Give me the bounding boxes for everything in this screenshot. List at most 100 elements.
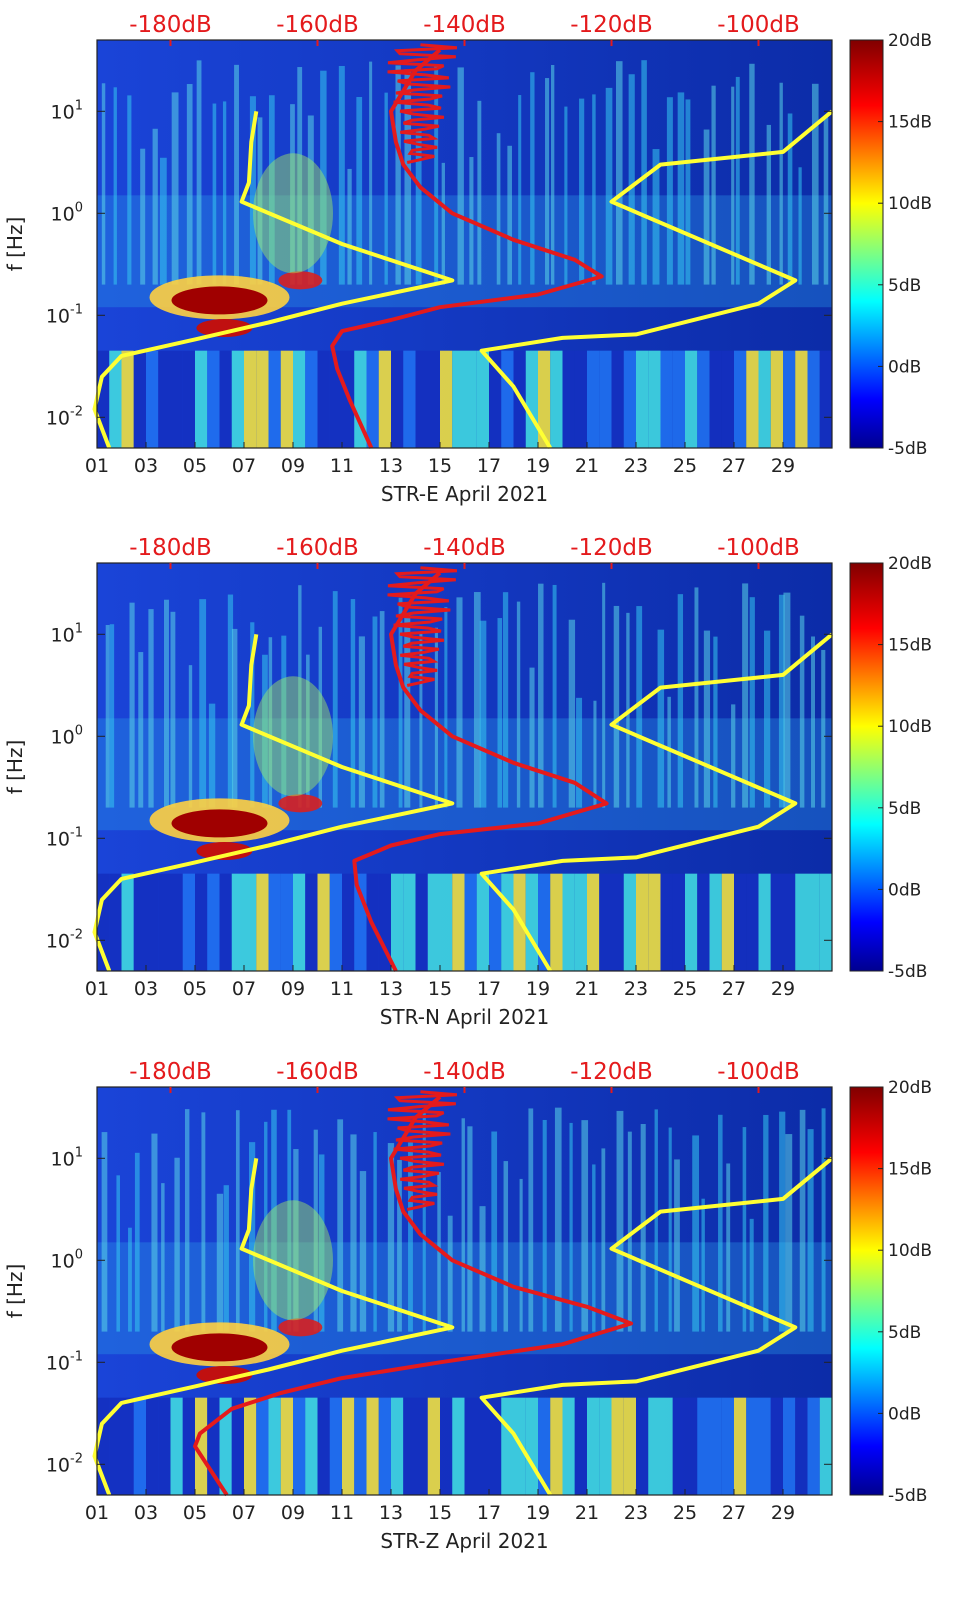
spectrogram-streak	[503, 1161, 509, 1332]
colorbar-label: 10dB	[888, 1241, 932, 1261]
colorbar-label: 0dB	[888, 1404, 921, 1424]
spectrogram-streak	[369, 61, 373, 285]
spectrogram-streak	[397, 1159, 402, 1332]
colorbar-label: -5dB	[888, 439, 927, 459]
spectrogram-streak	[519, 1178, 523, 1332]
lowfreq-bar	[317, 350, 330, 448]
lowfreq-bar	[501, 350, 514, 448]
lowfreq-bar	[819, 350, 832, 448]
lowfreq-bar	[525, 1397, 538, 1495]
spectrogram-streak	[101, 83, 106, 285]
lowfreq-bar	[783, 1397, 796, 1495]
x-tick-label: 19	[526, 1502, 550, 1524]
x-tick-label: 17	[477, 455, 501, 477]
spectrogram-streak	[692, 1135, 700, 1332]
lowfreq-bar	[317, 873, 330, 971]
spectrogram-streak	[507, 145, 512, 285]
top-axis-db-label: -140dB	[423, 1059, 506, 1085]
spectrogram-streak	[456, 597, 463, 808]
spectrogram-streak	[627, 1131, 632, 1332]
lowfreq-bar	[501, 1397, 514, 1495]
spectrogram-streak	[718, 1114, 723, 1332]
lowfreq-bar	[660, 873, 673, 971]
spectrogram-streak	[477, 100, 482, 285]
lowfreq-bar	[783, 873, 796, 971]
y-axis-label: f [Hz]	[3, 740, 27, 795]
spectrogram-streak	[404, 614, 411, 808]
spectrogram-streak	[234, 64, 239, 285]
x-tick-label: 13	[379, 978, 403, 1000]
lowfreq-bar	[574, 1397, 587, 1495]
spectrogram-streak	[516, 601, 521, 808]
lowfreq-bar	[636, 350, 649, 448]
spectrogram-streak	[749, 63, 755, 285]
lowfreq-bar	[121, 1397, 134, 1495]
spectrogram-streak	[726, 1163, 731, 1332]
spectrogram-streak	[564, 106, 568, 285]
spectrogram-streak	[415, 129, 422, 285]
lowfreq-bar	[415, 350, 428, 448]
spectrogram-streak	[467, 1126, 473, 1332]
lowfreq-bar	[415, 1397, 428, 1495]
spectrogram-streak	[398, 597, 403, 808]
lowfreq-bar	[256, 1397, 269, 1495]
lowfreq-bar	[550, 1397, 563, 1495]
y-tick-label: 10-1	[46, 302, 83, 327]
lowfreq-bar	[611, 873, 624, 971]
series-yellow-left	[92, 633, 455, 972]
lowfreq-bar	[109, 1397, 122, 1495]
spectrogram-streak	[811, 83, 819, 285]
spectrogram-streak	[199, 599, 207, 808]
x-tick-label: 13	[379, 1502, 403, 1524]
spectrogram-streak	[731, 704, 736, 808]
y-axis-label: f [Hz]	[3, 1264, 27, 1319]
lowfreq-bar	[403, 873, 416, 971]
lowfreq-bar	[378, 350, 391, 448]
spectrogram-streak	[128, 1227, 132, 1332]
lowfreq-bar	[758, 873, 771, 971]
y-tick-label: 10-1	[46, 825, 83, 850]
spectrogram-streak	[641, 60, 647, 285]
panel-3: 01 03 05 07 09 11 13 15 17 19 21 23 25 27 29 10-2 10-1 10…	[3, 1059, 932, 1553]
lowfreq-bar	[158, 873, 171, 971]
lowfreq-bar	[305, 873, 318, 971]
spectrogram-streak	[248, 1142, 256, 1332]
spectrogram-streak	[666, 97, 673, 285]
lowfreq-bar	[207, 873, 220, 971]
spectrogram-streak	[821, 1108, 826, 1332]
lowfreq-bar	[734, 350, 747, 448]
lowfreq-bar	[819, 873, 832, 971]
colorbar-label: -5dB	[888, 1486, 927, 1506]
spectrogram-streak	[764, 630, 771, 808]
lowfreq-bar	[391, 350, 404, 448]
spectrogram-streak	[552, 584, 557, 808]
lowfreq-bar	[231, 350, 244, 448]
spectrogram-streak	[703, 630, 711, 808]
storm-blob-secondary	[196, 842, 253, 861]
x-tick-label: 19	[526, 455, 550, 477]
lowfreq-bar	[133, 873, 146, 971]
spectrogram-streak	[652, 149, 660, 285]
x-tick-label: 29	[771, 978, 795, 1000]
x-tick-label: 05	[183, 455, 207, 477]
x-tick-label: 27	[722, 978, 746, 1000]
spectrogram-streak	[113, 87, 117, 285]
spectrogram-streak	[208, 703, 216, 808]
y-tick-label: 10-2	[46, 927, 83, 952]
spectrogram-streak	[148, 609, 154, 808]
spectrogram-streak	[785, 1134, 793, 1332]
spectrogram-streak	[372, 616, 378, 808]
series-red-model-oscillation	[387, 43, 458, 164]
x-tick-label: 29	[771, 1502, 795, 1524]
spectrogram-streak	[186, 84, 193, 285]
lowfreq-bar	[170, 873, 183, 971]
lowfreq-bar	[440, 350, 453, 448]
lowfreq-bar	[366, 350, 379, 448]
lowfreq-bar	[795, 1397, 808, 1495]
spectrogram-streak	[502, 592, 509, 808]
y-tick-label: 101	[51, 1145, 83, 1170]
top-axis-db-label: -100dB	[717, 535, 800, 561]
spectrogram-streak	[821, 649, 826, 808]
spectrogram-streak	[479, 1206, 486, 1332]
spectrogram-streak	[306, 654, 310, 808]
